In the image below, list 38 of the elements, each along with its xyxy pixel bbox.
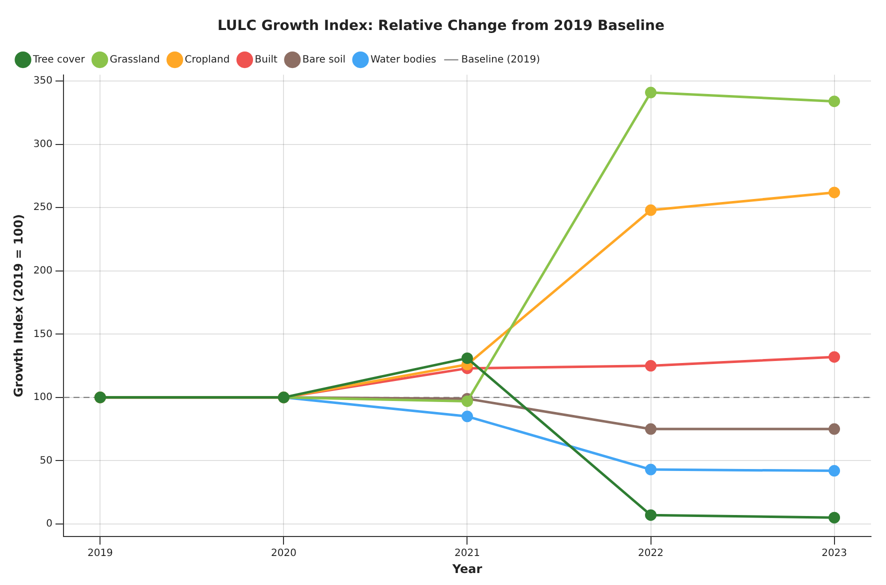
x-tick-label: 2020 bbox=[270, 548, 296, 560]
point bbox=[461, 352, 473, 364]
point bbox=[828, 423, 840, 435]
x-axis-title: Year bbox=[451, 562, 482, 576]
legend-label: Cropland bbox=[184, 54, 230, 66]
x-tick-label: 2022 bbox=[638, 548, 664, 560]
legend-label: Grassland bbox=[110, 54, 160, 66]
legend-label: Water bodies bbox=[370, 54, 436, 66]
y-tick-label: 150 bbox=[33, 328, 52, 340]
legend-label: Bare soil bbox=[302, 54, 346, 66]
point bbox=[828, 465, 840, 477]
point bbox=[461, 395, 473, 407]
point bbox=[828, 351, 840, 363]
legend-label: Built bbox=[254, 54, 278, 66]
y-tick-label: 300 bbox=[33, 138, 52, 150]
chart-title: LULC Growth Index: Relative Change from 2019 Baseline bbox=[217, 18, 665, 34]
point bbox=[645, 360, 657, 372]
x-tick-label: 2021 bbox=[454, 548, 480, 560]
legend-label: Baseline (2019) bbox=[461, 54, 540, 66]
point bbox=[828, 186, 840, 198]
y-tick-label: 0 bbox=[46, 518, 52, 530]
point bbox=[645, 509, 657, 521]
point bbox=[645, 464, 657, 476]
y-tick-label: 250 bbox=[33, 202, 52, 214]
point bbox=[645, 86, 657, 98]
y-axis-title: Growth Index (2019 = 100) bbox=[11, 214, 26, 398]
point bbox=[828, 512, 840, 524]
y-tick-label: 50 bbox=[40, 455, 52, 466]
y-tick-label: 100 bbox=[33, 392, 52, 404]
point bbox=[645, 204, 657, 216]
point bbox=[645, 423, 657, 435]
y-tick-label: 200 bbox=[33, 266, 52, 276]
x-tick-label: 2019 bbox=[87, 548, 113, 560]
legend-label: Tree cover bbox=[32, 54, 86, 66]
x-tick-label: 2023 bbox=[822, 548, 848, 560]
point bbox=[828, 96, 840, 108]
y-tick-label: 350 bbox=[33, 76, 52, 87]
point bbox=[461, 410, 473, 422]
